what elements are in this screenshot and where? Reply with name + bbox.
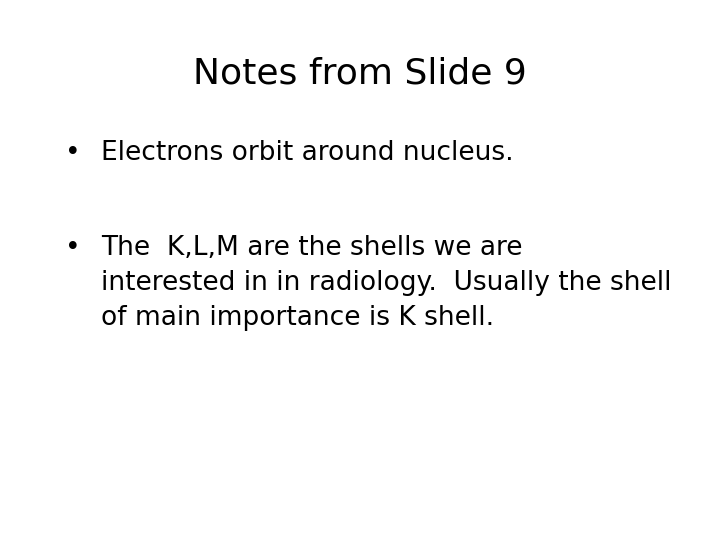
Text: •: • <box>65 235 81 261</box>
Text: Notes from Slide 9: Notes from Slide 9 <box>193 57 527 91</box>
Text: The  K,L,M are the shells we are
interested in in radiology.  Usually the shell
: The K,L,M are the shells we are interest… <box>101 235 671 331</box>
Text: •: • <box>65 140 81 166</box>
Text: Electrons orbit around nucleus.: Electrons orbit around nucleus. <box>101 140 513 166</box>
